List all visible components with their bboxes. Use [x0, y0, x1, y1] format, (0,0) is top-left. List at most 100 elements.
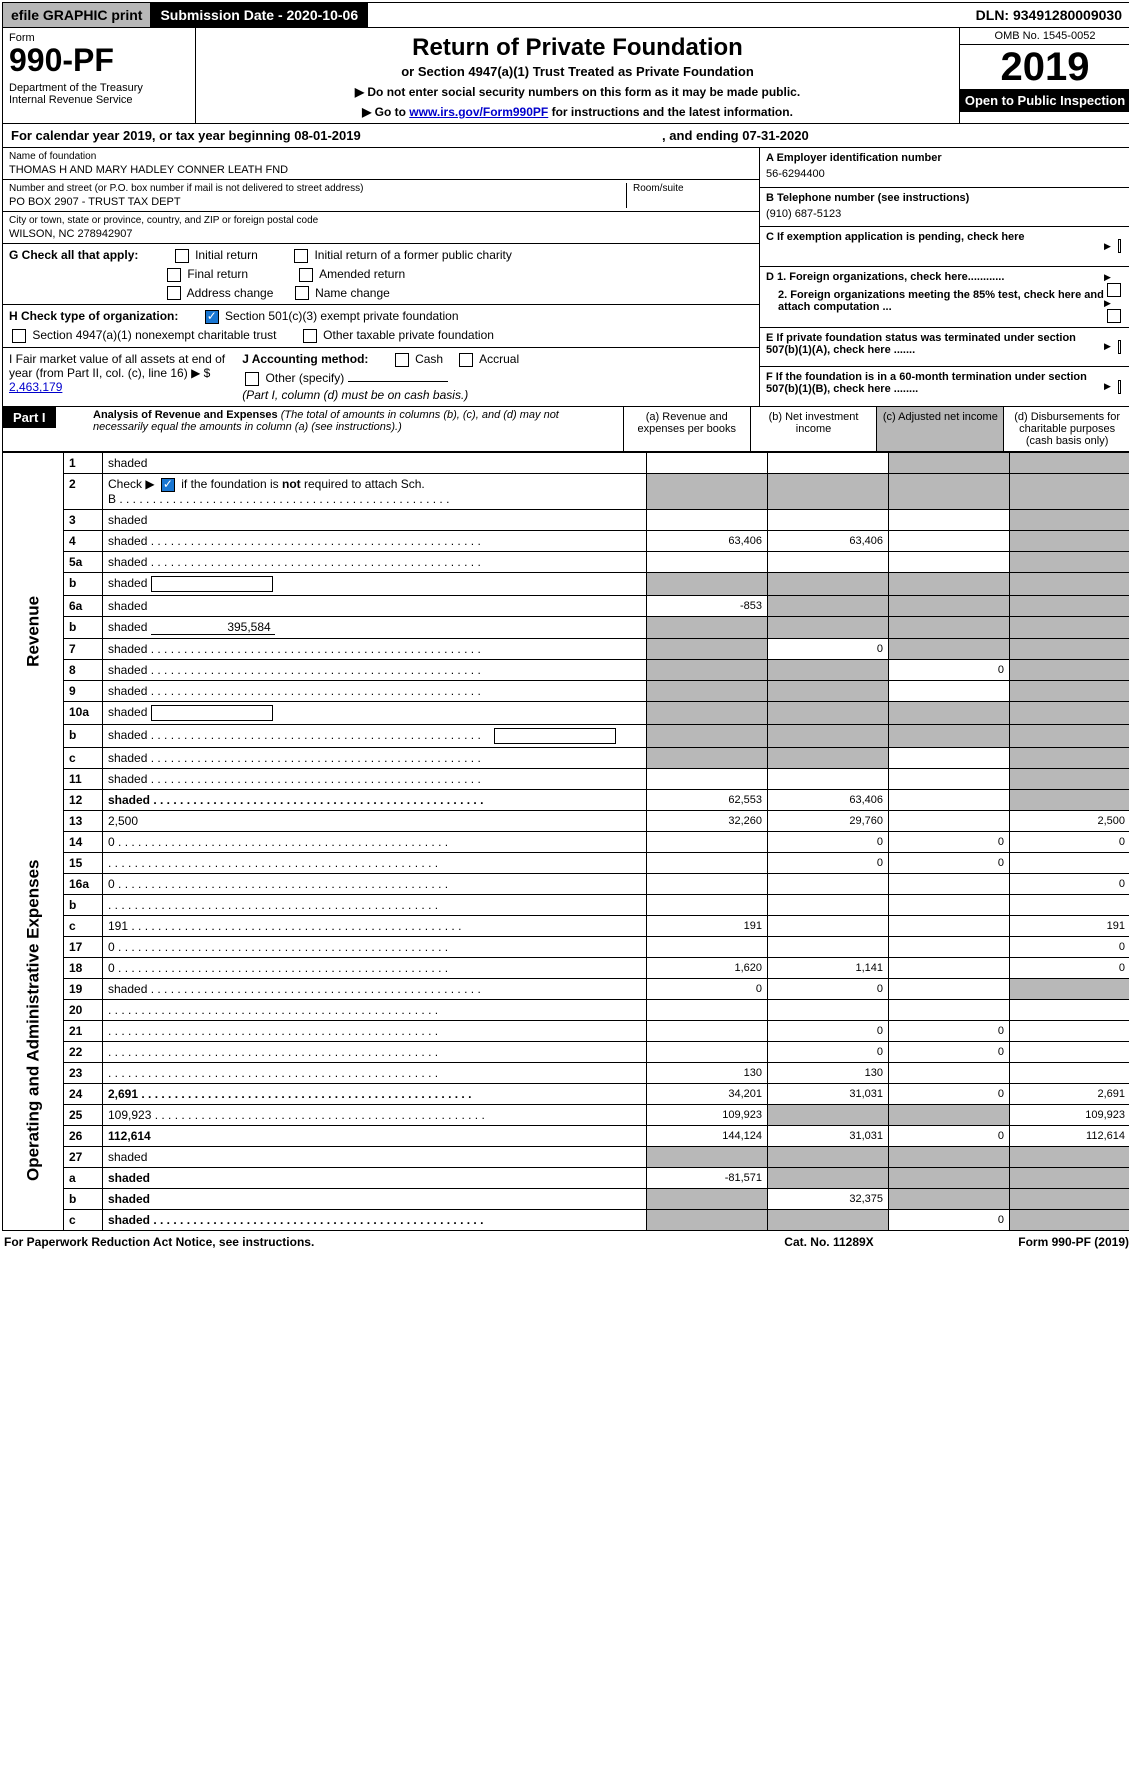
addr-cell: Number and street (or P.O. box number if… — [3, 180, 759, 212]
cell-value: 0 — [768, 831, 889, 852]
table-row: b — [3, 894, 1129, 915]
cell-shaded — [1010, 1188, 1129, 1209]
cell-shaded — [768, 680, 889, 701]
cell-value: 130 — [647, 1062, 768, 1083]
cell-value: 31,031 — [768, 1125, 889, 1146]
table-row: bshaded — [3, 724, 1129, 747]
sch-b-checkbox[interactable] — [161, 478, 175, 492]
j-accrual: Accrual — [479, 352, 519, 366]
line-description: 0 — [103, 936, 647, 957]
address-change-checkbox[interactable] — [167, 286, 181, 300]
other-taxable-checkbox[interactable] — [303, 329, 317, 343]
f-label: F If the foundation is in a 60-month ter… — [766, 371, 1087, 395]
cell-shaded — [889, 595, 1010, 616]
accrual-checkbox[interactable] — [459, 353, 473, 367]
header-left: Form 990-PF Department of the Treasury I… — [3, 28, 196, 123]
table-row: 25109,923109,923109,923 — [3, 1104, 1129, 1125]
line-description: 0 — [103, 831, 647, 852]
cell-value: 0 — [1010, 873, 1129, 894]
line-number: 19 — [64, 978, 103, 999]
j-note: (Part I, column (d) must be on cash basi… — [242, 388, 753, 402]
cell-shaded — [647, 747, 768, 768]
col-i: I Fair market value of all assets at end… — [9, 352, 232, 402]
cell-value — [889, 530, 1010, 551]
foundation-name: THOMAS H AND MARY HADLEY CONNER LEATH FN… — [9, 162, 753, 176]
table-row: 140000 — [3, 831, 1129, 852]
cell-value: 0 — [889, 852, 1010, 873]
cell-shaded — [768, 1146, 889, 1167]
cell-value: 0 — [1010, 957, 1129, 978]
other-method-checkbox[interactable] — [245, 372, 259, 386]
cell-shaded — [1010, 473, 1129, 509]
60month-checkbox[interactable] — [1118, 380, 1121, 394]
d2-label: 2. Foreign organizations meeting the 85%… — [778, 289, 1104, 313]
tel-label: B Telephone number (see instructions) — [766, 192, 969, 204]
cell-shaded — [1010, 530, 1129, 551]
cell-shaded — [1010, 638, 1129, 659]
foreign-org-checkbox[interactable] — [1107, 283, 1121, 297]
ein-value: 56-6294400 — [766, 168, 1124, 180]
4947-checkbox[interactable] — [12, 329, 26, 343]
cell-value: 31,031 — [768, 1083, 889, 1104]
city-cell: City or town, state or province, country… — [3, 212, 759, 244]
topbar-spacer — [368, 3, 968, 27]
line-number: 18 — [64, 957, 103, 978]
cell-value — [647, 768, 768, 789]
cell-value — [647, 894, 768, 915]
line-description: 2,691 — [103, 1083, 647, 1104]
line-number: a — [64, 1167, 103, 1188]
table-row: 1500 — [3, 852, 1129, 873]
opt-initial-former: Initial return of a former public charit… — [314, 248, 511, 262]
cell-shaded — [889, 1104, 1010, 1125]
table-row: cshaded — [3, 747, 1129, 768]
cell-shaded — [768, 659, 889, 680]
initial-former-checkbox[interactable] — [294, 249, 308, 263]
efile-label[interactable]: efile GRAPHIC print — [3, 3, 150, 27]
instruction-2: ▶ Go to www.irs.gov/Form990PF for instru… — [206, 105, 949, 119]
foreign-85-checkbox[interactable] — [1107, 309, 1121, 323]
exemption-pending-checkbox[interactable] — [1118, 239, 1121, 253]
cell-shaded — [889, 1146, 1010, 1167]
cell-value — [647, 1020, 768, 1041]
irs-link[interactable]: www.irs.gov/Form990PF — [409, 105, 548, 119]
cell-value: 0 — [768, 1041, 889, 1062]
cell-value — [889, 551, 1010, 572]
line-description: Check ▶ if the foundation is not require… — [103, 473, 647, 509]
fmv-value[interactable]: 2,463,179 — [9, 380, 62, 394]
cell-value: 1,141 — [768, 957, 889, 978]
line-number: 1 — [64, 452, 103, 473]
cell-value — [1010, 894, 1129, 915]
initial-return-checkbox[interactable] — [175, 249, 189, 263]
table-row: 19shaded00 — [3, 978, 1129, 999]
table-row: 5ashaded — [3, 551, 1129, 572]
name-change-checkbox[interactable] — [295, 286, 309, 300]
opt-name-change: Name change — [315, 286, 390, 300]
e-box: E If private foundation status was termi… — [760, 328, 1129, 368]
opt-other-taxable: Other taxable private foundation — [323, 328, 494, 342]
cell-value: 0 — [889, 831, 1010, 852]
amended-return-checkbox[interactable] — [299, 268, 313, 282]
final-return-checkbox[interactable] — [167, 268, 181, 282]
tax-year: 2019 — [960, 45, 1129, 89]
status-terminated-checkbox[interactable] — [1118, 340, 1121, 354]
line-number: 17 — [64, 936, 103, 957]
501c3-checkbox[interactable] — [205, 310, 219, 324]
line-number: c — [64, 747, 103, 768]
line-description: shaded — [103, 789, 647, 810]
table-row: 242,69134,20131,03102,691 — [3, 1083, 1129, 1104]
cell-value — [768, 452, 889, 473]
line-number: b — [64, 1188, 103, 1209]
cell-shaded — [889, 1188, 1010, 1209]
cell-shaded — [1010, 551, 1129, 572]
cell-value: 63,406 — [647, 530, 768, 551]
table-row: bshaded 395,584 — [3, 616, 1129, 638]
footer-form: Form 990-PF (2019) — [929, 1235, 1129, 1249]
line-number: 15 — [64, 852, 103, 873]
submission-date: Submission Date - 2020-10-06 — [150, 3, 368, 27]
cell-value: 63,406 — [768, 530, 889, 551]
line-number: 5a — [64, 551, 103, 572]
cash-checkbox[interactable] — [395, 353, 409, 367]
d1-label: D 1. Foreign organizations, check here..… — [766, 271, 1004, 283]
other-specify-blank[interactable] — [348, 381, 448, 382]
table-row: 3shaded — [3, 509, 1129, 530]
